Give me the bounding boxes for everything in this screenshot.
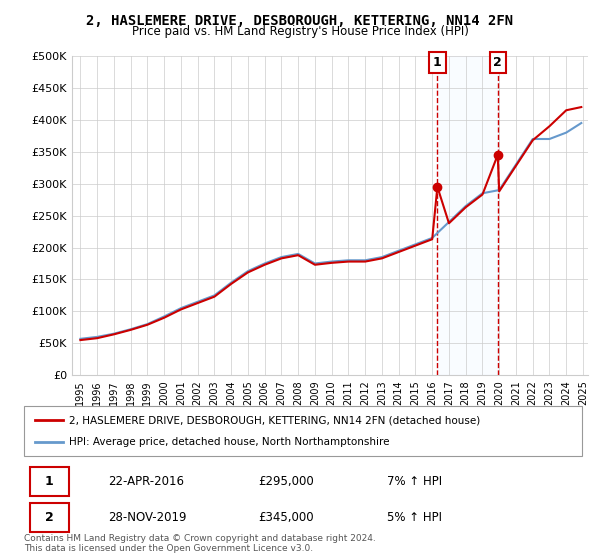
Text: 1: 1 — [45, 475, 53, 488]
Text: 28-NOV-2019: 28-NOV-2019 — [108, 511, 186, 524]
Text: 1: 1 — [433, 56, 442, 69]
Text: 2: 2 — [493, 56, 502, 69]
Text: Price paid vs. HM Land Registry's House Price Index (HPI): Price paid vs. HM Land Registry's House … — [131, 25, 469, 38]
Text: 22-APR-2016: 22-APR-2016 — [108, 475, 184, 488]
Text: £345,000: £345,000 — [259, 511, 314, 524]
Text: £295,000: £295,000 — [259, 475, 314, 488]
FancyBboxPatch shape — [29, 467, 68, 496]
FancyBboxPatch shape — [24, 406, 582, 456]
Text: HPI: Average price, detached house, North Northamptonshire: HPI: Average price, detached house, Nort… — [68, 437, 389, 447]
Text: 5% ↑ HPI: 5% ↑ HPI — [387, 511, 442, 524]
Text: 7% ↑ HPI: 7% ↑ HPI — [387, 475, 442, 488]
Bar — [437, 56, 498, 375]
Text: 2: 2 — [45, 511, 53, 524]
Text: Contains HM Land Registry data © Crown copyright and database right 2024.
This d: Contains HM Land Registry data © Crown c… — [24, 534, 376, 553]
Text: 2, HASLEMERE DRIVE, DESBOROUGH, KETTERING, NN14 2FN (detached house): 2, HASLEMERE DRIVE, DESBOROUGH, KETTERIN… — [68, 415, 480, 425]
FancyBboxPatch shape — [29, 503, 68, 531]
Text: 2, HASLEMERE DRIVE, DESBOROUGH, KETTERING, NN14 2FN: 2, HASLEMERE DRIVE, DESBOROUGH, KETTERIN… — [86, 14, 514, 28]
